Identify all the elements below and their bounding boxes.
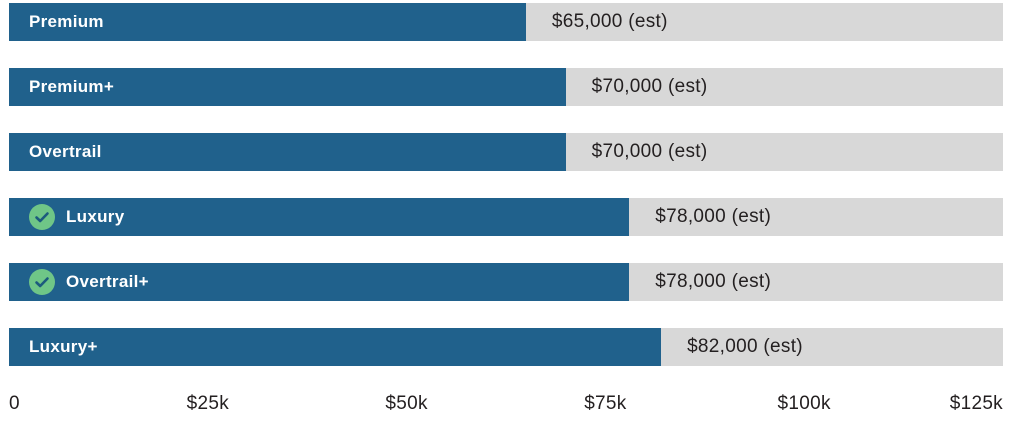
bar-value-label: $82,000 (est) [687, 336, 803, 357]
price-bar-chart: Premium $65,000 (est) Premium+ $70,000 (… [9, 3, 1003, 421]
bar-value-label: $78,000 (est) [655, 271, 772, 292]
check-icon [29, 204, 55, 230]
bar-value-label: $70,000 (est) [591, 141, 708, 162]
bar-category-label: Premium+ [29, 77, 115, 96]
chart-row: Luxury+ $82,000 (est) [9, 328, 1003, 366]
bar-fill: Overtrail+ [9, 263, 630, 301]
bar-category-label: Premium [29, 12, 104, 31]
x-axis-tick: $50k [385, 393, 428, 414]
bar-value-label: $78,000 (est) [655, 206, 772, 227]
bar-category-label: Overtrail+ [66, 272, 149, 291]
bar-fill: Premium [9, 3, 526, 41]
bar-category-label: Luxury [66, 207, 125, 226]
x-axis-tick: $75k [584, 393, 627, 414]
x-axis-tick: $125k [949, 393, 1003, 414]
x-axis-tick: $25k [186, 393, 229, 414]
bar-fill: Luxury [9, 198, 630, 236]
bar-value-label: $70,000 (est) [591, 76, 708, 97]
chart-row: Premium $65,000 (est) [9, 3, 1003, 41]
chart-row: Premium+ $70,000 (est) [9, 68, 1003, 106]
bar-fill: Overtrail [9, 133, 566, 171]
chart-row: Overtrail+ $78,000 (est) [9, 263, 1003, 301]
bar-category-label: Overtrail [29, 142, 102, 161]
x-axis-tick: 0 [9, 393, 20, 414]
bar-value-label: $65,000 (est) [551, 11, 668, 32]
bar-fill: Luxury+ [9, 328, 662, 366]
x-axis: 0 $25k $50k $75k $100k $125k [9, 393, 1003, 421]
chart-row: Overtrail $70,000 (est) [9, 133, 1003, 171]
chart-row: Luxury $78,000 (est) [9, 198, 1003, 236]
x-axis-tick: $100k [777, 393, 831, 414]
bar-fill: Premium+ [9, 68, 566, 106]
bar-category-label: Luxury+ [29, 337, 98, 356]
check-icon [29, 269, 55, 295]
